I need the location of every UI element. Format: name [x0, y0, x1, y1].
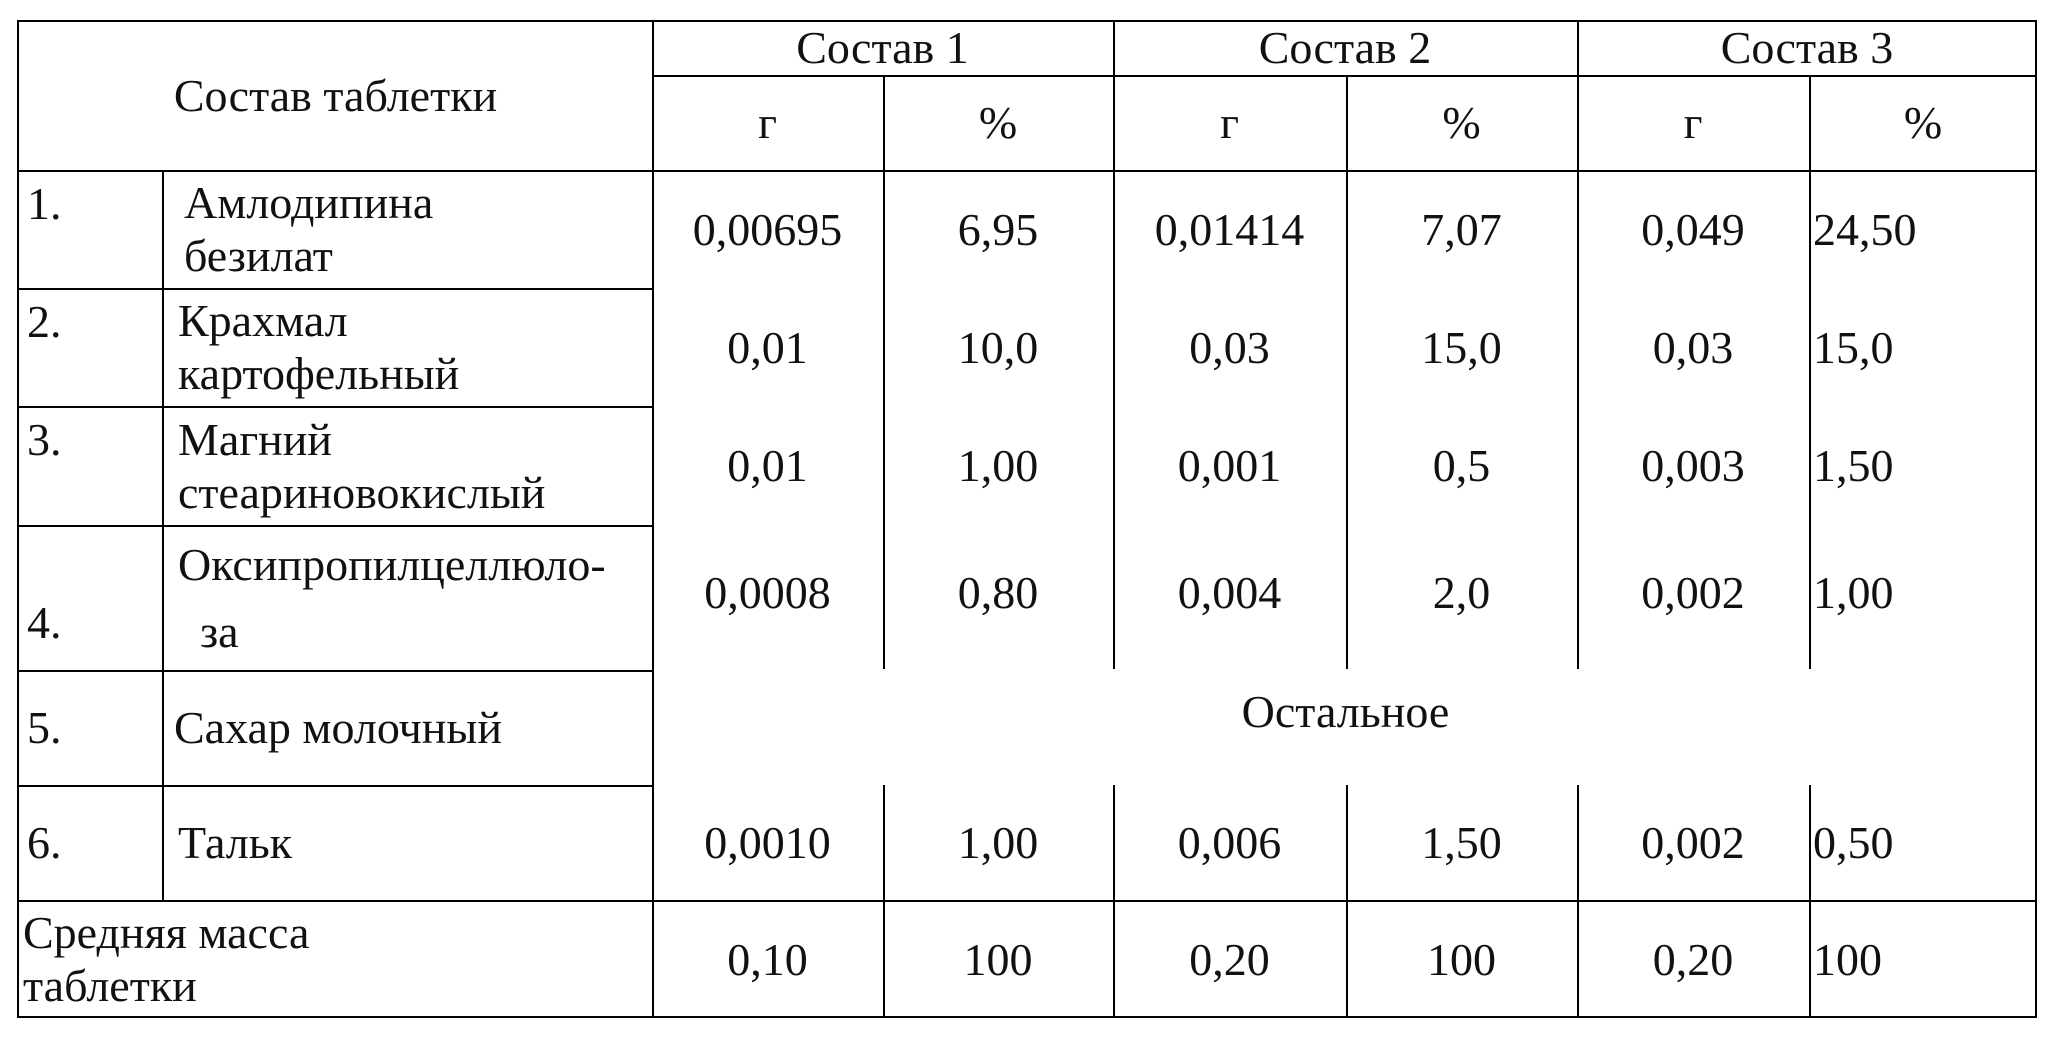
header-group-2: Состав 2 — [1258, 22, 1432, 74]
ingredient-name-line2: за — [200, 605, 239, 657]
c3-percent: 0,50 — [1813, 817, 1894, 869]
col-divider-c1 — [883, 75, 885, 669]
ingredient-name-line2: картофельный — [178, 348, 460, 399]
c3-percent: 15,0 — [1813, 321, 1894, 373]
c3-grams: 0,049 — [1641, 203, 1745, 255]
remainder-note: Остальное — [1241, 685, 1450, 737]
c2-percent: 0,5 — [1432, 440, 1491, 492]
total-c3-grams: 0,20 — [1652, 933, 1734, 985]
total-label-line1: Средняя масса — [23, 907, 310, 959]
composition-table: Состав таблетки Состав 1 Состав 2 Состав… — [17, 20, 2037, 1018]
c3-grams: 0,002 — [1641, 817, 1745, 869]
col-divider-names — [652, 22, 654, 1018]
c3-percent: 1,50 — [1813, 440, 1894, 492]
c1-grams: 0,01 — [727, 321, 808, 373]
header-unit-pct-3: % — [1903, 97, 1943, 149]
row-divider-5 — [19, 785, 652, 787]
col-divider-c23-bottom — [1577, 785, 1579, 1018]
col-divider-c1-bottom — [883, 785, 885, 1018]
ingredient-name-line1: Крахмал — [178, 295, 348, 347]
c2-percent: 1,50 — [1421, 817, 1502, 869]
header-composition-label: Состав таблетки — [173, 69, 498, 121]
ingredient-name-line1: Магний — [178, 413, 333, 465]
col-divider-num — [162, 170, 164, 900]
c1-grams: 0,0010 — [704, 817, 831, 869]
col-divider-c12 — [1113, 75, 1115, 669]
c1-grams: 0,01 — [727, 440, 808, 492]
ingredient-name: Тальк — [178, 817, 293, 869]
c3-grams: 0,03 — [1652, 321, 1734, 373]
c2-grams: 0,01414 — [1154, 203, 1305, 255]
row-number: 5. — [27, 702, 62, 754]
c2-grams: 0,006 — [1177, 817, 1282, 869]
ingredient-name-line2: стеариновокислый — [178, 466, 546, 518]
c2-percent: 15,0 — [1421, 321, 1502, 373]
ingredient-name-line1: Амлодипина — [184, 177, 434, 229]
c2-grams: 0,001 — [1177, 440, 1282, 492]
total-c1-grams: 0,10 — [727, 933, 808, 985]
c1-grams: 0,0008 — [704, 567, 831, 619]
header-unit-pct-1: % — [978, 97, 1018, 149]
ingredient-name: Крахмал картофельный — [164, 290, 652, 406]
c2-grams: 0,03 — [1189, 321, 1270, 373]
total-c1-percent: 100 — [963, 933, 1033, 985]
total-label: Средняя масса таблетки — [19, 902, 652, 1018]
row-divider-4 — [19, 670, 652, 672]
col-divider-c3-bottom — [1809, 785, 1811, 1018]
c1-percent: 0,80 — [957, 567, 1039, 619]
c3-percent: 1,00 — [1813, 567, 1894, 619]
total-c3-percent: 100 — [1813, 933, 1882, 985]
c3-grams: 0,003 — [1641, 440, 1745, 492]
row-divider-total — [19, 900, 2037, 902]
c1-percent: 6,95 — [957, 203, 1039, 255]
row-number: 1. — [27, 178, 62, 229]
header-unit-pct-2: % — [1442, 97, 1481, 149]
c2-percent: 7,07 — [1421, 203, 1502, 255]
total-c2-percent: 100 — [1427, 933, 1496, 985]
c1-percent: 10,0 — [957, 321, 1039, 373]
col-divider-c2 — [1346, 75, 1348, 669]
c2-grams: 0,004 — [1177, 567, 1282, 619]
total-c2-grams: 0,20 — [1189, 933, 1270, 985]
header-unit-g-3: г — [1683, 97, 1703, 149]
total-label-line2: таблетки — [23, 960, 197, 1011]
c1-grams: 0,00695 — [692, 203, 843, 255]
col-divider-c2-bottom — [1346, 785, 1348, 1018]
ingredient-name-line2: безилат — [184, 230, 333, 281]
c2-percent: 2,0 — [1432, 567, 1491, 619]
col-divider-c12-bottom — [1113, 785, 1115, 1018]
col-divider-group12-top — [1113, 22, 1115, 75]
header-unit-g-2: г — [1220, 97, 1239, 149]
row-number: 4. — [27, 597, 62, 649]
ingredient-name-line1: Оксипропилцеллюло- — [178, 538, 606, 590]
row-number: 3. — [27, 414, 62, 465]
ingredient-name: Магний стеариновокислый — [164, 408, 652, 525]
ingredient-name: Оксипропилцеллюло- за — [164, 527, 652, 670]
c1-percent: 1,00 — [957, 817, 1039, 869]
row-number: 2. — [27, 296, 62, 347]
row-divider-1 — [19, 288, 652, 290]
header-group-divider — [652, 75, 2037, 77]
col-divider-group23-top — [1577, 22, 1579, 75]
c3-grams: 0,002 — [1641, 567, 1745, 619]
ingredient-name: Амлодипина безилат — [164, 172, 652, 288]
header-group-3: Состав 3 — [1720, 22, 1894, 74]
col-divider-c23 — [1577, 75, 1579, 669]
row-divider-2 — [19, 406, 652, 408]
col-divider-c3 — [1809, 75, 1811, 669]
header-group-1: Состав 1 — [796, 22, 969, 74]
c3-percent: 24,50 — [1813, 203, 1917, 255]
row-divider-3 — [19, 525, 652, 527]
ingredient-name: Сахар молочный — [174, 702, 502, 754]
header-bottom-border — [19, 170, 2037, 172]
c1-percent: 1,00 — [957, 440, 1039, 492]
header-unit-g-1: г — [758, 97, 777, 149]
row-number: 6. — [27, 817, 62, 869]
